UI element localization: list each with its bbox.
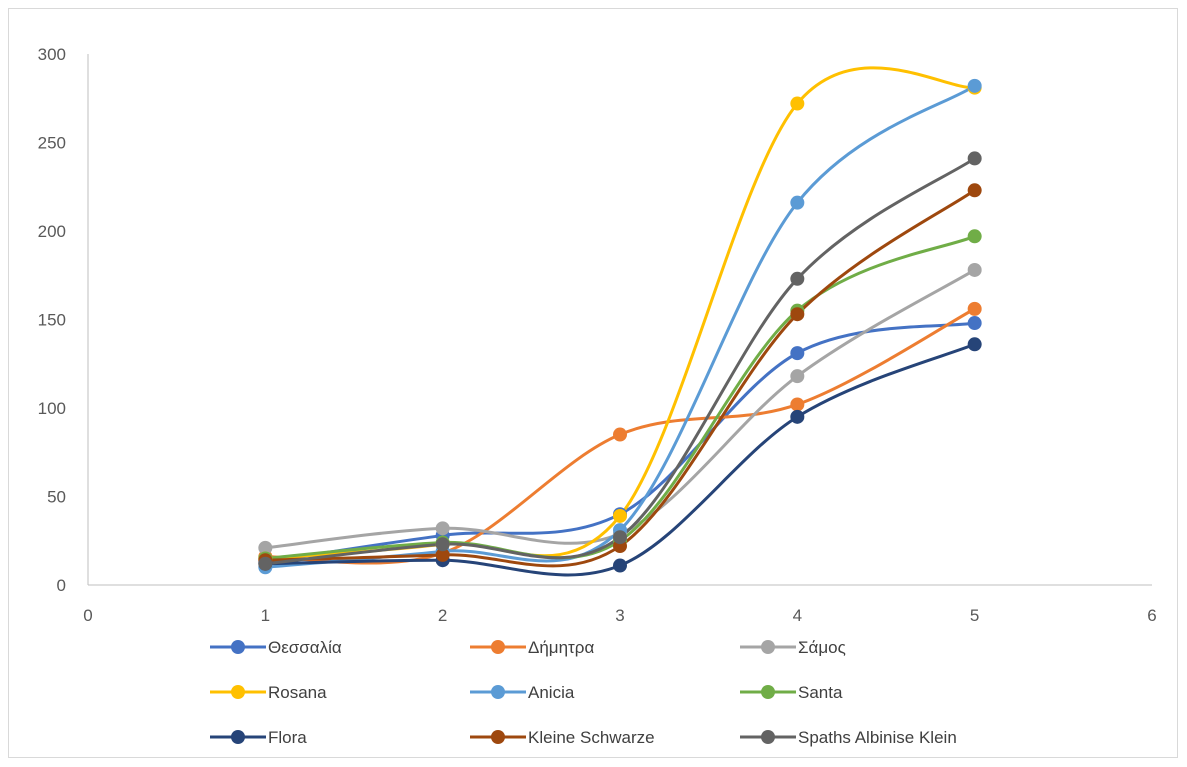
data-point <box>790 195 805 210</box>
data-point <box>613 508 627 523</box>
legend: Θεσσαλία Δήμητρα Σάμος Rosana Anicia Santa Flo… <box>210 638 957 747</box>
legend-label: Flora <box>268 728 307 747</box>
legend-label: Δήμητρα <box>528 638 594 657</box>
x-tick-label: 0 <box>83 606 92 625</box>
y-tick-label: 150 <box>38 311 66 330</box>
data-point <box>790 369 805 384</box>
y-tick-label: 100 <box>38 399 66 418</box>
data-point <box>613 427 627 442</box>
y-tick-label: 250 <box>38 134 66 153</box>
data-point <box>967 337 982 352</box>
data-point <box>790 346 805 361</box>
data-point <box>967 151 982 166</box>
axes: 0 50 100 150 200 250 300 0 1 2 3 4 5 6 <box>38 45 1157 625</box>
legend-marker <box>761 730 775 744</box>
series-markers <box>258 78 982 575</box>
y-tick-label: 50 <box>47 488 66 507</box>
legend-marker <box>491 640 505 654</box>
chart-frame <box>8 8 1178 758</box>
legend-label: Rosana <box>268 683 327 702</box>
x-tick-label: 3 <box>615 606 624 625</box>
data-point <box>967 183 982 198</box>
legend-marker <box>491 730 505 744</box>
data-point <box>790 96 805 111</box>
data-point <box>790 271 805 286</box>
legend-marker <box>491 685 505 699</box>
series-line-8 <box>263 188 977 568</box>
data-point <box>967 78 982 93</box>
data-point <box>967 229 982 244</box>
data-point <box>967 301 982 316</box>
data-point <box>967 262 982 277</box>
series-line-9 <box>263 156 977 566</box>
legend-marker <box>231 685 245 699</box>
y-tick-label: 200 <box>38 222 66 241</box>
x-tick-label: 5 <box>970 606 979 625</box>
x-tick-label: 6 <box>1147 606 1156 625</box>
data-point <box>613 558 627 573</box>
data-point <box>435 521 450 536</box>
legend-label: Spaths Albinise Klein <box>798 728 957 747</box>
legend-marker <box>231 730 245 744</box>
data-point <box>435 537 450 552</box>
series-line-3 <box>263 268 977 550</box>
series-line-5 <box>263 84 977 569</box>
data-point <box>790 409 805 424</box>
x-tick-label: 1 <box>261 606 270 625</box>
series-line-6 <box>263 234 977 560</box>
legend-marker <box>761 640 775 654</box>
data-point <box>258 540 273 555</box>
legend-label: Anicia <box>528 683 575 702</box>
data-point <box>613 530 627 545</box>
x-tick-label: 2 <box>438 606 447 625</box>
y-tick-label: 300 <box>38 45 66 64</box>
legend-label: Θεσσαλία <box>268 638 342 657</box>
data-point <box>790 397 805 412</box>
data-point <box>967 316 982 331</box>
legend-marker <box>231 640 245 654</box>
legend-marker <box>761 685 775 699</box>
y-tick-label: 0 <box>57 576 66 595</box>
data-point <box>790 307 805 322</box>
x-tick-label: 4 <box>793 606 802 625</box>
data-point <box>435 547 450 562</box>
data-point <box>258 556 273 571</box>
legend-label: Santa <box>798 683 843 702</box>
legend-label: Kleine Schwarze <box>528 728 655 747</box>
series-lines <box>263 66 977 577</box>
legend-label: Σάμος <box>798 638 846 657</box>
